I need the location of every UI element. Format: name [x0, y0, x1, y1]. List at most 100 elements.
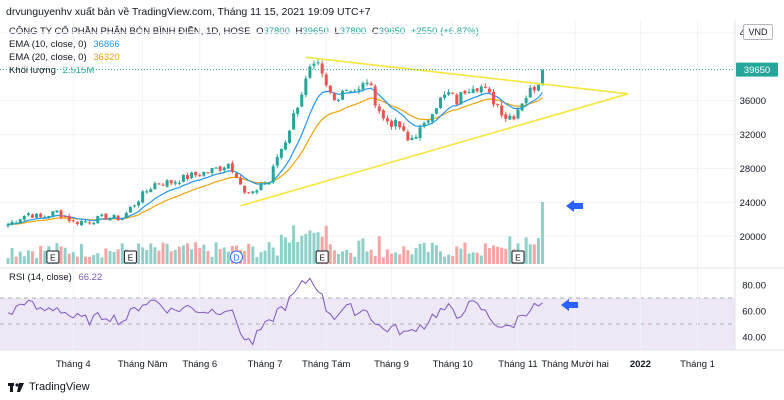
- candle-body: [226, 163, 230, 169]
- volume-bar: [377, 236, 381, 264]
- candle-body: [308, 66, 312, 78]
- volume-bar: [30, 251, 34, 264]
- candle-body: [398, 121, 402, 128]
- volume-bar: [39, 245, 43, 264]
- earnings-marker-label: E: [515, 253, 521, 263]
- volume-bar: [455, 246, 459, 264]
- candle-body: [67, 215, 71, 222]
- volume-bar: [100, 257, 104, 264]
- last-price-badge: [736, 62, 778, 77]
- earnings-marker: [315, 250, 329, 264]
- candle-body: [467, 92, 471, 94]
- volume-bar: [492, 245, 496, 264]
- volume-bar: [349, 252, 353, 264]
- volume-bar: [410, 254, 414, 264]
- candle-body: [500, 105, 504, 116]
- rsi-tick-label: 80.00: [742, 281, 766, 292]
- candle-body: [520, 103, 524, 111]
- time-tick-label: Tháng 6: [182, 359, 217, 370]
- rsi-legend[interactable]: RSI (14, close) 66.22: [9, 272, 102, 283]
- candle-body: [320, 63, 324, 74]
- candle-body: [271, 166, 275, 183]
- candle-body: [418, 127, 422, 139]
- time-tick-label: Tháng Năm: [118, 359, 168, 370]
- volume-bar: [67, 253, 71, 264]
- dividend-marker-label: D: [233, 253, 239, 263]
- candle-body: [414, 137, 418, 139]
- candle-body: [181, 174, 185, 182]
- volume-bar: [373, 255, 377, 264]
- volume-bar: [336, 253, 340, 264]
- volume-bar: [145, 250, 149, 264]
- volume-bar: [75, 256, 79, 264]
- volume-bar: [463, 242, 467, 264]
- volume-bar: [528, 244, 532, 264]
- volume-bar: [414, 247, 418, 264]
- earnings-marker: [123, 250, 137, 264]
- volume-bar: [394, 252, 398, 264]
- volume-bar: [181, 245, 185, 264]
- candle-body: [532, 86, 536, 91]
- volume-bar: [508, 236, 512, 264]
- candle-body: [475, 88, 479, 92]
- candle-body: [504, 114, 508, 119]
- candle-body: [377, 106, 381, 112]
- volume-bar: [71, 252, 75, 264]
- candle-body: [96, 215, 100, 224]
- volume-bar: [324, 225, 328, 264]
- ema20-line: [7, 97, 543, 225]
- volume-bar: [320, 236, 324, 264]
- volume-bar: [504, 248, 508, 264]
- candle-body: [443, 94, 447, 98]
- ohlc-change: +2550 (+6.87%): [410, 26, 479, 37]
- candle-body: [71, 220, 75, 222]
- volume-bar: [308, 230, 312, 264]
- ohlc-high: H39650: [295, 26, 329, 37]
- candle-body: [214, 167, 218, 169]
- time-tick-label: Tháng 9: [374, 359, 409, 370]
- volume-bar: [63, 247, 67, 264]
- volume-bar: [296, 241, 300, 264]
- candle-body: [304, 78, 308, 96]
- volume-bar: [471, 252, 475, 264]
- volume-bar: [332, 250, 336, 264]
- volume-bar: [26, 250, 30, 264]
- candle-body: [524, 98, 528, 104]
- volume-bar: [451, 255, 455, 264]
- candle-body: [516, 109, 520, 119]
- candle-body: [120, 218, 124, 220]
- rsi-label: RSI (14, close): [9, 272, 72, 283]
- ema10-legend[interactable]: EMA (10, close, 0) 36866: [9, 39, 120, 50]
- candle-body: [336, 99, 340, 102]
- candle-body: [300, 94, 304, 107]
- volume-legend[interactable]: Khối lượng 2.515M: [9, 65, 94, 76]
- candle-body: [451, 92, 455, 94]
- ema20-legend[interactable]: EMA (20, close, 0) 36320: [9, 52, 120, 63]
- candle-body: [312, 63, 316, 66]
- volume-bar: [120, 243, 124, 264]
- candle-body: [108, 217, 112, 221]
- candle-body: [194, 171, 198, 176]
- candle-body: [202, 171, 206, 176]
- tradingview-footer[interactable]: TradingView: [8, 381, 90, 393]
- dividend-marker: [229, 250, 243, 264]
- candle-body: [353, 90, 357, 92]
- volume-bar: [84, 256, 88, 264]
- tradingview-brand: TradingView: [29, 381, 90, 393]
- candle-body: [173, 182, 177, 184]
- candle-body: [369, 83, 373, 86]
- candle-body: [124, 212, 128, 218]
- volume-bar: [112, 251, 116, 264]
- candle-body: [149, 189, 153, 193]
- ema20-value: 36320: [93, 52, 120, 63]
- ema10-label: EMA (10, close, 0): [9, 39, 87, 50]
- candle-body: [190, 172, 194, 179]
- volume-value: 2.515M: [62, 65, 95, 76]
- volume-bar: [173, 250, 177, 264]
- candle-body: [528, 87, 532, 98]
- candle-body: [406, 131, 410, 141]
- candle-body: [186, 175, 190, 180]
- volume-bar: [361, 238, 365, 264]
- volume-bar: [345, 249, 349, 264]
